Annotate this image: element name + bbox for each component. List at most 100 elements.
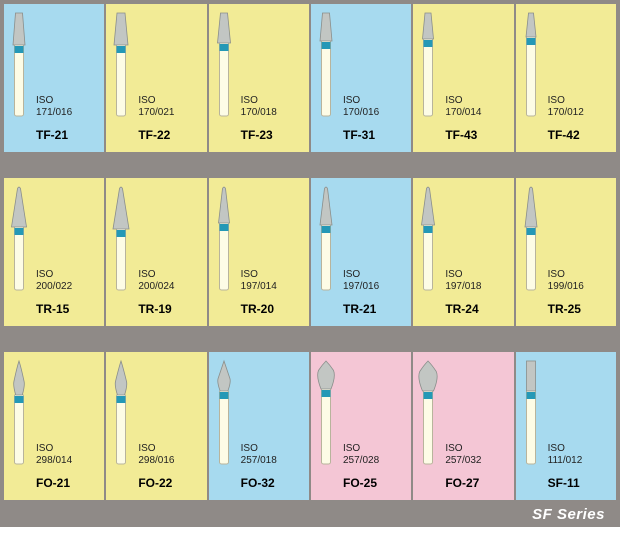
iso-code: ISO111/012 bbox=[548, 443, 616, 466]
model-code: TF-21 bbox=[36, 128, 104, 142]
bur-icon bbox=[4, 4, 34, 152]
bur-icon bbox=[413, 4, 443, 152]
bur-cell: ISO171/016 TF-21 bbox=[3, 3, 105, 153]
bur-text: ISO298/014FO-21 bbox=[34, 352, 104, 500]
model-code: TF-31 bbox=[343, 128, 411, 142]
iso-code: ISO170/021 bbox=[138, 95, 206, 118]
catalog-footer: SF Series bbox=[3, 501, 617, 527]
iso-prefix: ISO bbox=[138, 443, 155, 454]
bur-icon bbox=[516, 178, 546, 326]
bur-cell: ISO298/014FO-21 bbox=[3, 351, 105, 501]
iso-number: 200/024 bbox=[138, 281, 174, 292]
iso-number: 199/016 bbox=[548, 281, 584, 292]
bur-text: ISO197/016 TR-21 bbox=[341, 178, 411, 326]
bur-icon bbox=[516, 352, 546, 500]
model-code: TF-42 bbox=[548, 128, 616, 142]
iso-code: ISO257/018 bbox=[241, 443, 309, 466]
iso-number: 111/012 bbox=[548, 455, 583, 466]
iso-prefix: ISO bbox=[548, 443, 565, 454]
model-code: FO-27 bbox=[445, 476, 513, 490]
iso-prefix: ISO bbox=[241, 269, 258, 280]
bur-cell: ISO197/016 TR-21 bbox=[310, 177, 412, 327]
bur-text: ISO170/021 TF-22 bbox=[136, 4, 206, 152]
bur-text: ISO199/016 TR-25 bbox=[546, 178, 616, 326]
bur-icon bbox=[106, 4, 136, 152]
iso-prefix: ISO bbox=[241, 443, 258, 454]
bur-icon bbox=[106, 352, 136, 500]
iso-prefix: ISO bbox=[138, 269, 155, 280]
iso-prefix: ISO bbox=[138, 95, 155, 106]
bur-icon bbox=[209, 4, 239, 152]
model-code: TF-23 bbox=[241, 128, 309, 142]
iso-number: 197/016 bbox=[343, 281, 379, 292]
bur-cell: ISO170/012 TF-42 bbox=[515, 3, 617, 153]
bur-text: ISO197/018 TR-24 bbox=[443, 178, 513, 326]
model-code: TR-19 bbox=[138, 302, 206, 316]
bur-icon bbox=[106, 178, 136, 326]
iso-prefix: ISO bbox=[36, 95, 53, 106]
bur-icon bbox=[516, 4, 546, 152]
bur-text: ISO171/016 TF-21 bbox=[34, 4, 104, 152]
bur-icon bbox=[4, 178, 34, 326]
iso-prefix: ISO bbox=[445, 443, 462, 454]
catalog-row: ISO171/016TF-21ISO170/021TF-22ISO170/018… bbox=[3, 3, 617, 153]
bur-cell: ISO257/028 FO-25 bbox=[310, 351, 412, 501]
bur-icon bbox=[311, 352, 341, 500]
iso-code: ISO171/016 bbox=[36, 95, 104, 118]
iso-prefix: ISO bbox=[445, 95, 462, 106]
iso-code: ISO170/012 bbox=[548, 95, 616, 118]
bur-cell: ISO170/016TF-31 bbox=[310, 3, 412, 153]
iso-prefix: ISO bbox=[445, 269, 462, 280]
iso-number: 171/016 bbox=[36, 107, 72, 118]
model-code: TR-24 bbox=[445, 302, 513, 316]
bur-icon bbox=[209, 352, 239, 500]
iso-code: ISO170/014 bbox=[445, 95, 513, 118]
model-code: FO-32 bbox=[241, 476, 309, 490]
bur-text: ISO170/016TF-31 bbox=[341, 4, 411, 152]
catalog-row: ISO298/014FO-21ISO298/016FO-22 ISO257/018… bbox=[3, 351, 617, 501]
bur-cell: ISO111/012 SF-11 bbox=[515, 351, 617, 501]
model-code: TR-20 bbox=[241, 302, 309, 316]
iso-code: ISO197/018 bbox=[445, 269, 513, 292]
bur-text: ISO257/018 FO-32 bbox=[239, 352, 309, 500]
catalog-row: ISO200/022TR-15ISO200/024TR-19ISO197/014… bbox=[3, 177, 617, 327]
bur-text: ISO170/012 TF-42 bbox=[546, 4, 616, 152]
iso-code: ISO257/028 bbox=[343, 443, 411, 466]
iso-code: ISO298/016 bbox=[138, 443, 206, 466]
iso-number: 200/022 bbox=[36, 281, 72, 292]
iso-number: 197/018 bbox=[445, 281, 481, 292]
model-code: SF-11 bbox=[548, 476, 616, 490]
bur-icon bbox=[4, 352, 34, 500]
bur-text: ISO170/014TF-43 bbox=[443, 4, 513, 152]
row-divider bbox=[3, 327, 617, 351]
iso-prefix: ISO bbox=[343, 269, 360, 280]
bur-cell: ISO170/018 TF-23 bbox=[208, 3, 310, 153]
iso-code: ISO200/024 bbox=[138, 269, 206, 292]
iso-prefix: ISO bbox=[548, 95, 565, 106]
bur-icon bbox=[311, 4, 341, 152]
iso-prefix: ISO bbox=[343, 443, 360, 454]
model-code: TR-21 bbox=[343, 302, 411, 316]
bur-text: ISO200/024 TR-19 bbox=[136, 178, 206, 326]
bur-text: ISO170/018 TF-23 bbox=[239, 4, 309, 152]
iso-prefix: ISO bbox=[241, 95, 258, 106]
iso-prefix: ISO bbox=[343, 95, 360, 106]
iso-code: ISO197/014 bbox=[241, 269, 309, 292]
model-code: TR-25 bbox=[548, 302, 616, 316]
bur-cell: ISO199/016 TR-25 bbox=[515, 177, 617, 327]
bur-cell: ISO200/024 TR-19 bbox=[105, 177, 207, 327]
bur-cell: ISO197/014 TR-20 bbox=[208, 177, 310, 327]
iso-code: ISO170/018 bbox=[241, 95, 309, 118]
bur-cell: ISO257/032FO-27 bbox=[412, 351, 514, 501]
bur-text: ISO197/014 TR-20 bbox=[239, 178, 309, 326]
model-code: TR-15 bbox=[36, 302, 104, 316]
iso-code: ISO199/016 bbox=[548, 269, 616, 292]
model-code: FO-25 bbox=[343, 476, 411, 490]
bur-cell: ISO298/016FO-22 bbox=[105, 351, 207, 501]
row-divider bbox=[3, 153, 617, 177]
iso-number: 170/014 bbox=[445, 107, 481, 118]
series-label: SF Series bbox=[532, 506, 605, 523]
iso-number: 197/014 bbox=[241, 281, 277, 292]
bur-text: ISO200/022TR-15 bbox=[34, 178, 104, 326]
model-code: TF-22 bbox=[138, 128, 206, 142]
